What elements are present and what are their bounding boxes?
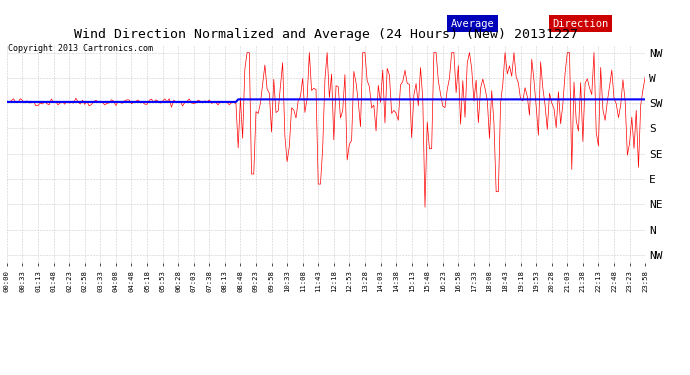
Text: Copyright 2013 Cartronics.com: Copyright 2013 Cartronics.com [8,44,153,52]
Text: Direction: Direction [553,19,609,29]
Text: Average: Average [451,19,494,29]
Title: Wind Direction Normalized and Average (24 Hours) (New) 20131227: Wind Direction Normalized and Average (2… [74,28,578,41]
